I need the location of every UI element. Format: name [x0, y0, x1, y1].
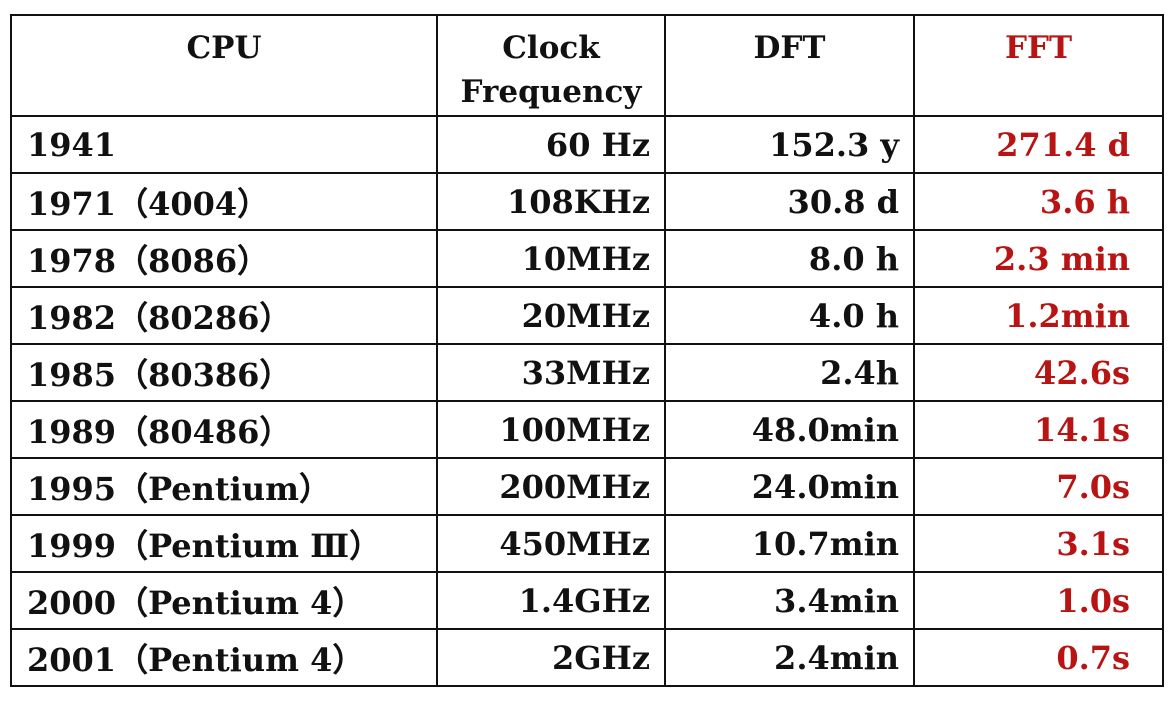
cell-clock-frequency: 33MHz [436, 343, 666, 402]
header-clock-line2: Frequency [460, 74, 642, 110]
cell-fft-time: 0.7s [913, 628, 1164, 687]
table-row: 1982（80286） 20MHz 4.0 h 1.2min [10, 286, 1164, 345]
cell-cpu: 1971（4004） [10, 172, 438, 231]
cell-fft-time: 2.3 min [913, 229, 1164, 288]
cell-clock-frequency: 10MHz [436, 229, 666, 288]
cell-cpu: 1999（Pentium Ⅲ） [10, 514, 438, 573]
cell-dft-time: 10.7min [664, 514, 915, 573]
cell-fft-time: 271.4 d [913, 115, 1164, 174]
cell-clock-frequency: 60 Hz [436, 115, 666, 174]
table-row: 1941 60 Hz 152.3 y 271.4 d [10, 115, 1164, 174]
cell-dft-time: 152.3 y [664, 115, 915, 174]
table-row: 2001（Pentium 4） 2GHz 2.4min 0.7s [10, 628, 1164, 687]
cell-fft-time: 3.6 h [913, 172, 1164, 231]
cell-clock-frequency: 2GHz [436, 628, 666, 687]
header-fft: FFT [913, 14, 1164, 117]
cell-fft-time: 1.0s [913, 571, 1164, 630]
table-body: 1941 60 Hz 152.3 y 271.4 d 1971（4004） 108KHz 3… [10, 115, 1164, 687]
cell-dft-time: 8.0 h [664, 229, 915, 288]
header-cpu: CPU [10, 14, 438, 117]
cell-cpu: 1995（Pentium） [10, 457, 438, 516]
cell-clock-frequency: 450MHz [436, 514, 666, 573]
cell-cpu: 2000（Pentium 4） [10, 571, 438, 630]
table-header: CPU Clock Frequency DFT FFT [10, 14, 1164, 117]
cell-cpu: 1978（8086） [10, 229, 438, 288]
table-row: 2000（Pentium 4） 1.4GHz 3.4min 1.0s [10, 571, 1164, 630]
cell-dft-time: 3.4min [664, 571, 915, 630]
cell-cpu: 1941 [10, 115, 438, 174]
table-row: 1978（8086） 10MHz 8.0 h 2.3 min [10, 229, 1164, 288]
cell-cpu: 1985（80386） [10, 343, 438, 402]
header-dft: DFT [664, 14, 915, 117]
cell-dft-time: 48.0min [664, 400, 915, 459]
cell-dft-time: 2.4min [664, 628, 915, 687]
header-clock-line1: Clock [502, 30, 600, 66]
cell-cpu: 1982（80286） [10, 286, 438, 345]
cell-dft-time: 2.4h [664, 343, 915, 402]
cell-clock-frequency: 108KHz [436, 172, 666, 231]
cell-fft-time: 3.1s [913, 514, 1164, 573]
cell-fft-time: 1.2min [913, 286, 1164, 345]
cell-fft-time: 7.0s [913, 457, 1164, 516]
cell-fft-time: 14.1s [913, 400, 1164, 459]
cell-dft-time: 4.0 h [664, 286, 915, 345]
table-row: 1971（4004） 108KHz 30.8 d 3.6 h [10, 172, 1164, 231]
cell-cpu: 2001（Pentium 4） [10, 628, 438, 687]
cpu-dft-fft-comparison-table: CPU Clock Frequency DFT FFT 1941 60 Hz 152… [10, 14, 1164, 687]
cell-dft-time: 30.8 d [664, 172, 915, 231]
cell-cpu: 1989（80486） [10, 400, 438, 459]
cell-clock-frequency: 100MHz [436, 400, 666, 459]
comparison-table-container: CPU Clock Frequency DFT FFT 1941 60 Hz 152… [10, 14, 1164, 687]
header-clock-frequency: Clock Frequency [436, 14, 666, 117]
cell-dft-time: 24.0min [664, 457, 915, 516]
header-row: CPU Clock Frequency DFT FFT [10, 14, 1164, 117]
table-row: 1989（80486） 100MHz 48.0min 14.1s [10, 400, 1164, 459]
table-row: 1999（Pentium Ⅲ） 450MHz 10.7min 3.1s [10, 514, 1164, 573]
cell-clock-frequency: 200MHz [436, 457, 666, 516]
cell-fft-time: 42.6s [913, 343, 1164, 402]
table-row: 1985（80386） 33MHz 2.4h 42.6s [10, 343, 1164, 402]
table-row: 1995（Pentium） 200MHz 24.0min 7.0s [10, 457, 1164, 516]
cell-clock-frequency: 20MHz [436, 286, 666, 345]
cell-clock-frequency: 1.4GHz [436, 571, 666, 630]
